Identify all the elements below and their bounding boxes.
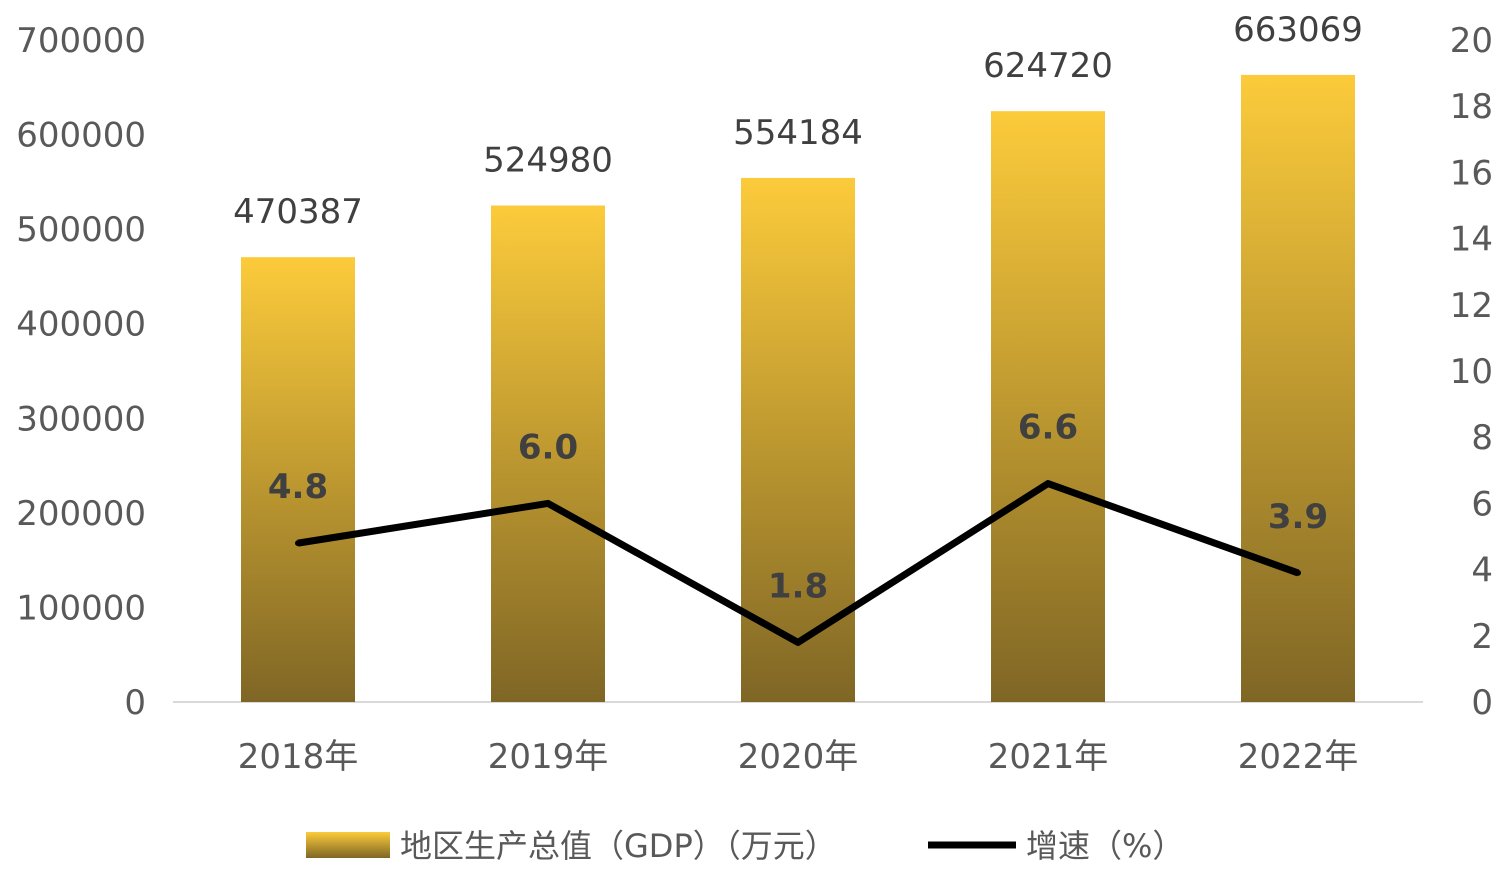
legend-bar-label: 地区生产总值（GDP）（万元） [400,827,837,865]
left-tick-label: 100000 [16,588,146,628]
bar-data-labels: 470387 524980 554184 624720 663069 [233,10,1363,232]
right-tick-label: 14 [1450,220,1493,260]
left-tick-label: 600000 [16,116,146,156]
left-axis: 0 100000 200000 300000 400000 500000 600000 700… [16,21,146,723]
bar-value-label: 624720 [983,46,1113,86]
x-tick-label: 2021年 [988,737,1109,777]
x-tick-label: 2019年 [488,737,609,777]
right-tick-label: 18 [1450,87,1493,127]
bar [1241,74,1355,703]
bar-value-label: 470387 [233,192,363,232]
right-tick-label: 20 [1450,21,1493,61]
line-series [295,480,1301,646]
line-point [295,540,301,547]
right-tick-label: 16 [1450,153,1493,193]
right-axis: 0 2 4 6 8 10 12 14 16 18 20 [1450,21,1493,723]
x-axis: 2018年 2019年 2020年 2021年 2022年 [238,737,1359,777]
line-value-label: 3.9 [1268,497,1328,537]
right-tick-label: 4 [1471,551,1493,591]
line-point [1295,569,1301,576]
line-point [1045,480,1051,487]
legend: 地区生产总值（GDP）（万元） 增速（%） [306,827,1184,865]
left-tick-label: 500000 [16,210,146,250]
bar [991,111,1105,703]
x-tick-label: 2022年 [1238,737,1359,777]
left-tick-label: 0 [124,683,146,723]
right-tick-label: 10 [1450,352,1493,392]
legend-line-label: 增速（%） [1026,827,1184,865]
right-tick-label: 0 [1471,683,1493,723]
legend-bar-swatch [306,832,390,858]
x-tick-label: 2020年 [738,737,859,777]
line-value-label: 6.6 [1018,408,1078,448]
right-tick-label: 8 [1471,418,1493,458]
left-tick-label: 700000 [16,21,146,61]
bar-value-label: 524980 [483,141,613,181]
line-value-label: 4.8 [268,467,328,507]
line-value-label: 1.8 [768,566,828,606]
line-point [795,639,801,646]
bar-series [241,74,1355,703]
bar [241,257,355,702]
right-tick-label: 2 [1471,617,1493,657]
line-data-labels: 4.8 6.0 1.8 6.6 3.9 [268,408,1328,607]
left-tick-label: 200000 [16,494,146,534]
bar-value-label: 663069 [1233,10,1363,50]
x-tick-label: 2018年 [238,737,359,777]
bar-value-label: 554184 [733,113,863,153]
bar [491,205,605,702]
right-tick-label: 12 [1450,286,1493,326]
left-tick-label: 300000 [16,399,146,439]
line-point [545,500,551,507]
left-tick-label: 400000 [16,305,146,345]
right-tick-label: 6 [1471,484,1493,524]
line-value-label: 6.0 [518,427,578,467]
